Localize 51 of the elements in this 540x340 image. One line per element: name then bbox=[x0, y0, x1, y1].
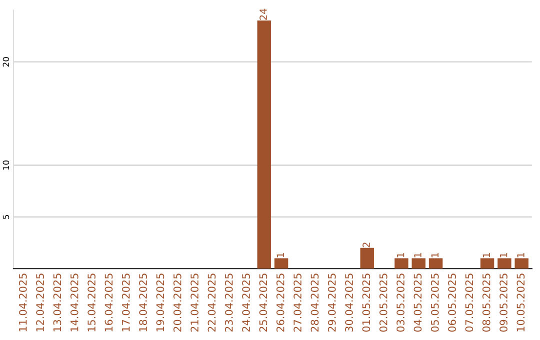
y-tick-label: 10 bbox=[2, 160, 10, 170]
x-tick-label: 21.04.2025 bbox=[190, 274, 198, 332]
data-label: 1 bbox=[500, 252, 508, 258]
data-label: 1 bbox=[397, 252, 404, 258]
x-tick-label: 18.04.2025 bbox=[139, 274, 147, 332]
data-label: 1 bbox=[431, 252, 438, 258]
x-tick-label: 23.04.2025 bbox=[224, 274, 233, 332]
x-tick-label: 26.04.2025 bbox=[276, 274, 284, 332]
x-tick-label: 12.04.2025 bbox=[36, 274, 44, 332]
x-tick-label: 22.04.2025 bbox=[208, 274, 216, 332]
x-tick-label: 07.05.2025 bbox=[465, 274, 474, 332]
x-tick-label: 09.05.2025 bbox=[500, 274, 508, 332]
y-tick-label: 20 bbox=[2, 57, 10, 67]
x-tick-label: 28.04.2025 bbox=[310, 274, 319, 332]
bar bbox=[514, 258, 528, 269]
x-tick-label: 01.05.2025 bbox=[362, 274, 370, 332]
x-tick-label: 04.05.2025 bbox=[414, 274, 422, 332]
x-tick-label: 17.04.2025 bbox=[122, 274, 130, 332]
data-label: 1 bbox=[414, 252, 422, 258]
bar bbox=[412, 258, 426, 269]
x-tick-label: 10.05.2025 bbox=[516, 274, 525, 332]
x-tick-label: 03.05.2025 bbox=[396, 274, 404, 332]
x-tick-label: 27.04.2025 bbox=[294, 274, 302, 332]
x-tick-label: 16.04.2025 bbox=[104, 274, 113, 332]
x-tick-label: 08.05.2025 bbox=[482, 274, 490, 332]
y-tick-label: 5 bbox=[2, 214, 10, 219]
bar bbox=[360, 248, 374, 269]
data-label: 1 bbox=[276, 252, 284, 258]
bar bbox=[498, 258, 512, 269]
bar bbox=[257, 20, 271, 269]
bar bbox=[274, 258, 288, 269]
bar bbox=[428, 258, 443, 269]
x-tick-label: 19.04.2025 bbox=[156, 274, 164, 332]
x-tick-label: 29.04.2025 bbox=[328, 274, 336, 332]
bar bbox=[480, 258, 494, 269]
x-tick-label: 11.04.2025 bbox=[18, 274, 27, 332]
x-tick-label: 30.04.2025 bbox=[345, 274, 353, 332]
x-tick-label: 25.04.2025 bbox=[259, 274, 268, 332]
x-tick-label: 14.04.2025 bbox=[70, 274, 78, 332]
data-label: 1 bbox=[482, 252, 490, 258]
data-label: 2 bbox=[362, 242, 370, 248]
x-tick-label: 13.04.2025 bbox=[53, 274, 62, 332]
data-label: 24 bbox=[260, 8, 267, 20]
x-tick-label: 05.05.2025 bbox=[430, 274, 439, 332]
x-tick-label: 20.04.2025 bbox=[173, 274, 182, 332]
x-tick-label: 06.05.2025 bbox=[448, 274, 456, 332]
x-tick-label: 15.04.2025 bbox=[88, 274, 96, 332]
x-tick-label: 02.05.2025 bbox=[379, 274, 388, 332]
data-label: 1 bbox=[517, 252, 524, 258]
bar bbox=[394, 258, 408, 269]
x-tick-label: 24.04.2025 bbox=[242, 274, 250, 332]
